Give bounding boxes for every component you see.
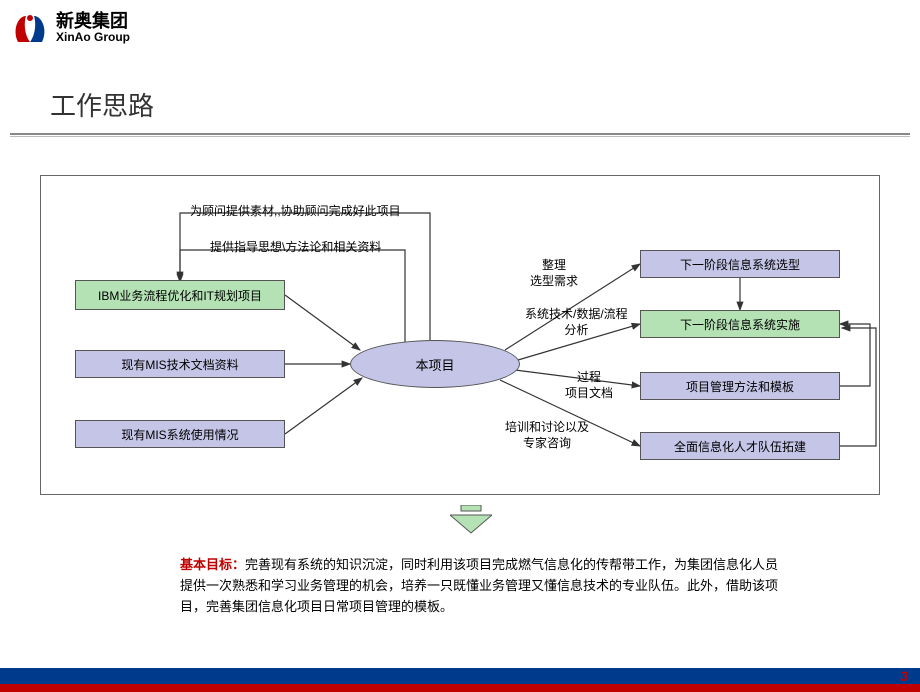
annotation-3: 系统技术/数据/流程分析 [525,307,628,338]
left-node-ibm: IBM业务流程优化和IT规划项目 [75,280,285,310]
goal-body: 完善现有系统的知识沉淀，同时利用该项目完成燃气信息化的传帮带工作，为集团信息化人… [180,557,778,614]
page-number: 3 [900,668,908,684]
header: 新奥集团 XinAo Group [0,0,920,56]
right-node-imp: 下一阶段信息系统实施 [640,310,840,338]
node-label: 下一阶段信息系统选型 [680,256,800,273]
center-node: 本项目 [350,340,520,388]
left-node-doc: 现有MIS技术文档资料 [75,350,285,378]
title-divider [10,133,910,137]
annotation-1: 提供指导思想\方法论和相关资料 [210,240,381,256]
logo-icon [10,8,50,48]
page-title: 工作思路 [0,56,920,133]
node-label: 全面信息化人才队伍拓建 [674,438,806,455]
left-node-use: 现有MIS系统使用情况 [75,420,285,448]
bottom-bar [0,668,920,690]
annotation-4: 过程项目文档 [565,370,613,401]
annotation-2: 整理选型需求 [530,258,578,289]
annotation-0: 为顾问提供素材,,协助顾问完成好此项目 [190,204,401,220]
goal-label: 基本目标： [180,557,245,572]
down-arrow-icon [450,505,492,539]
node-label: 现有MIS技术文档资料 [121,356,238,373]
right-node-pm: 项目管理方法和模板 [640,372,840,400]
node-label: 现有MIS系统使用情况 [121,426,238,443]
center-node-label: 本项目 [415,355,454,374]
node-label: 下一阶段信息系统实施 [680,316,800,333]
node-label: IBM业务流程优化和IT规划项目 [98,287,262,304]
logo-text-en: XinAo Group [56,30,130,44]
right-node-sel: 下一阶段信息系统选型 [640,250,840,278]
right-node-team: 全面信息化人才队伍拓建 [640,432,840,460]
node-label: 项目管理方法和模板 [686,378,794,395]
logo-text-cn: 新奥集团 [56,12,130,30]
annotation-5: 培训和讨论以及专家咨询 [505,420,589,451]
footer-text: 基本目标：完善现有系统的知识沉淀，同时利用该项目完成燃气信息化的传帮带工作，为集… [180,555,780,617]
